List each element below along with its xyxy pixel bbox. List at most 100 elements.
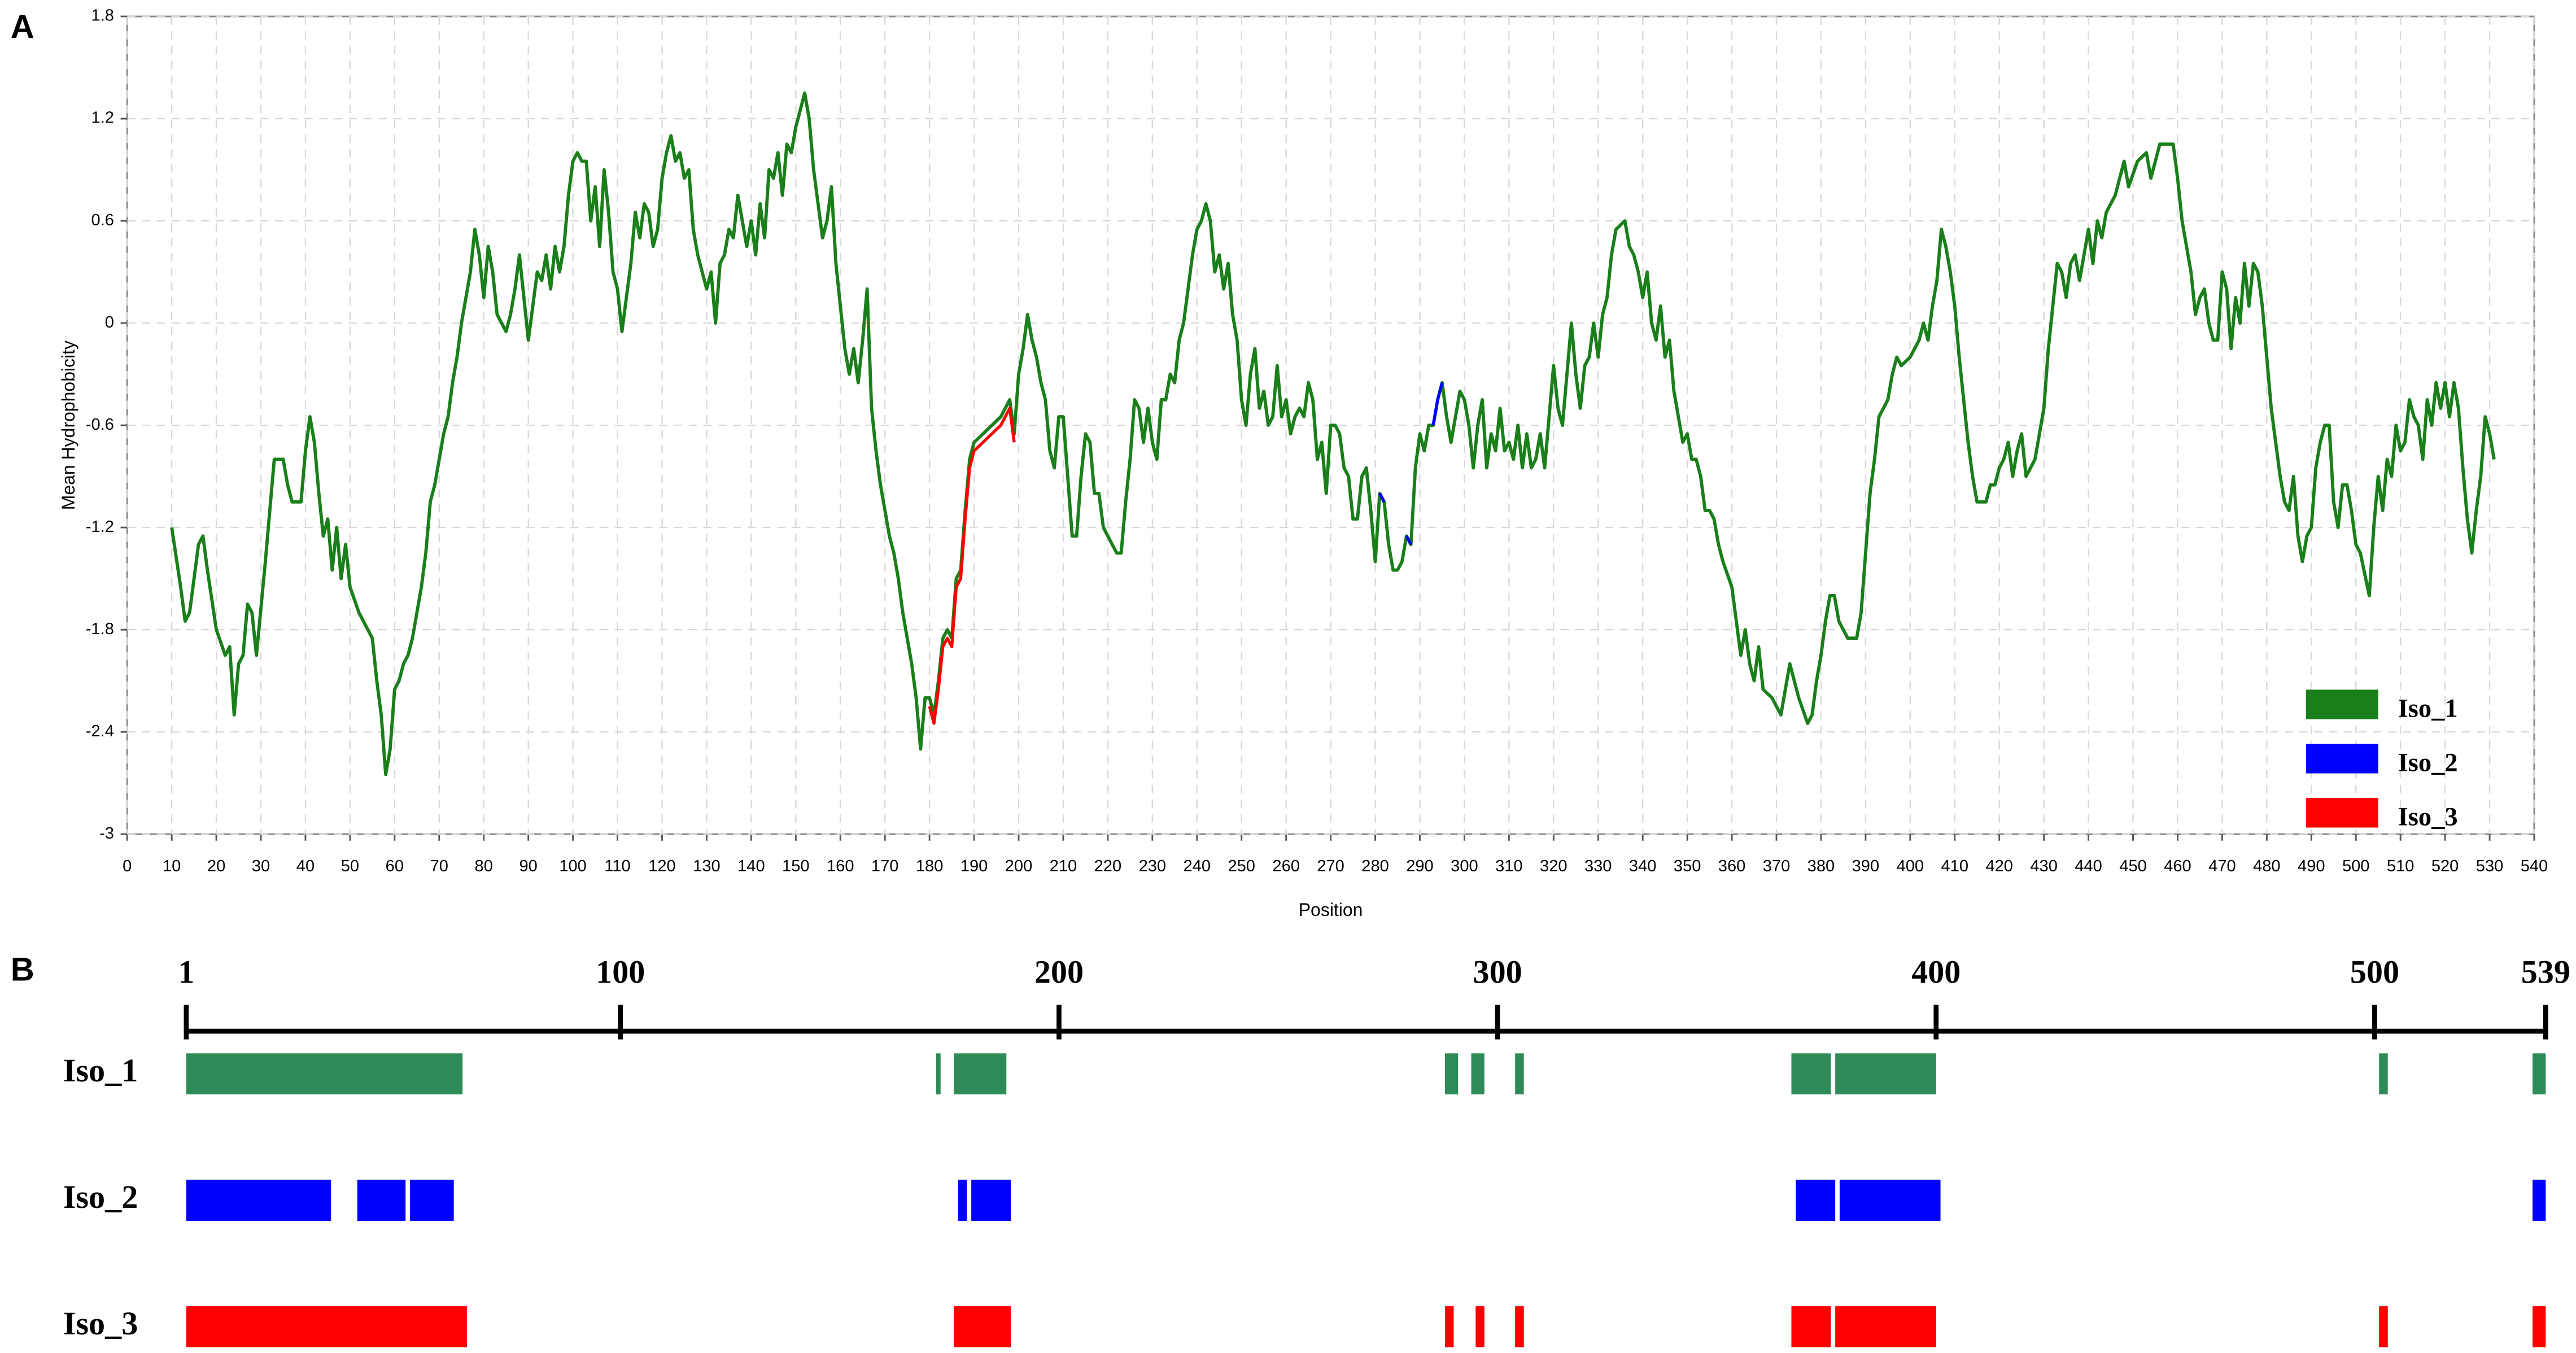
y-axis-label: Mean Hydrophobicity: [58, 341, 78, 510]
track-label: Iso_3: [63, 1305, 138, 1342]
x-tick-label: 500: [2342, 857, 2369, 875]
segment: [2533, 1053, 2546, 1095]
x-tick-label: 330: [1584, 857, 1612, 875]
x-tick-label: 340: [1629, 857, 1657, 875]
x-tick-label: 410: [1941, 857, 1969, 875]
legend-label: Iso_1: [2398, 695, 2458, 723]
x-tick-label: 350: [1674, 857, 1701, 875]
x-tick-label: 540: [2521, 857, 2548, 875]
x-tick-label: 180: [916, 857, 943, 875]
panel-label: B: [11, 952, 34, 988]
x-tick-label: 510: [2387, 857, 2415, 875]
x-tick-label: 380: [1807, 857, 1835, 875]
segment: [186, 1053, 463, 1095]
x-tick-label: 110: [604, 857, 630, 875]
y-tick-label: -2.4: [86, 722, 114, 740]
x-tick-label: 20: [207, 857, 225, 875]
legend-swatch: [2306, 744, 2378, 774]
x-tick-label: 60: [386, 857, 404, 875]
x-tick-label: 210: [1050, 857, 1077, 875]
segment: [1444, 1053, 1459, 1095]
x-tick-label: 100: [559, 857, 587, 875]
segment: [954, 1053, 1007, 1095]
y-tick-label: -1.2: [86, 518, 114, 536]
x-tick-label: 90: [519, 857, 538, 875]
x-tick-label: 260: [1272, 857, 1300, 875]
legend-label: Iso_3: [2398, 803, 2458, 832]
segment: [1471, 1053, 1485, 1095]
segment: [1444, 1306, 1454, 1347]
x-tick-label: 450: [2119, 857, 2147, 875]
x-axis-label: Position: [1299, 900, 1363, 920]
x-tick-label: 480: [2253, 857, 2281, 875]
x-tick-label: 310: [1495, 857, 1523, 875]
legend-label: Iso_2: [2398, 749, 2458, 778]
segment: [2533, 1180, 2546, 1221]
segment: [958, 1180, 967, 1221]
x-tick-label: 30: [252, 857, 270, 875]
x-tick-label: 360: [1718, 857, 1746, 875]
scale-tick-label: 100: [596, 954, 645, 990]
x-tick-label: 230: [1139, 857, 1166, 875]
segment: [1791, 1053, 1831, 1095]
legend-swatch: [2306, 798, 2378, 828]
data-line: [1378, 382, 1444, 545]
x-tick-label: 370: [1763, 857, 1791, 875]
y-tick-label: 0: [105, 313, 114, 331]
x-tick-label: 290: [1406, 857, 1434, 875]
segment: [1835, 1306, 1936, 1347]
x-tick-label: 50: [341, 857, 359, 875]
x-tick-label: 390: [1852, 857, 1880, 875]
x-tick-label: 220: [1094, 857, 1121, 875]
x-tick-label: 320: [1540, 857, 1568, 875]
segment: [936, 1053, 941, 1095]
x-tick-label: 300: [1451, 857, 1478, 875]
y-tick-label: 1.8: [91, 7, 114, 25]
data-line: [928, 407, 1016, 725]
x-tick-label: 470: [2208, 857, 2236, 875]
x-tick-label: 140: [737, 857, 765, 875]
x-tick-label: 270: [1317, 857, 1344, 875]
x-tick-label: 70: [430, 857, 448, 875]
x-tick-label: 130: [693, 857, 721, 875]
x-tick-label: 250: [1228, 857, 1255, 875]
scale-tick-label: 200: [1034, 954, 1084, 990]
x-tick-label: 240: [1184, 857, 1211, 875]
segment: [2379, 1306, 2388, 1347]
scale-tick-label: 500: [2350, 954, 2399, 990]
x-tick-label: 80: [475, 857, 493, 875]
x-tick-label: 530: [2476, 857, 2504, 875]
y-tick-label: -0.6: [86, 416, 114, 434]
scale-tick-label: 300: [1473, 954, 1522, 990]
y-tick-label: 0.6: [91, 211, 114, 229]
scale-tick-label: 400: [1911, 954, 1961, 990]
x-tick-label: 120: [648, 857, 676, 875]
x-tick-label: 0: [123, 857, 132, 875]
y-tick-label: -3: [99, 824, 114, 843]
segment: [1475, 1306, 1485, 1347]
x-tick-label: 190: [960, 857, 988, 875]
segment: [2533, 1306, 2546, 1347]
segment: [1515, 1306, 1524, 1347]
segment: [2379, 1053, 2388, 1095]
x-tick-label: 460: [2164, 857, 2191, 875]
track-label: Iso_1: [63, 1052, 138, 1089]
x-tick-label: 170: [871, 857, 898, 875]
y-tick-label: 1.2: [91, 109, 114, 127]
x-tick-label: 520: [2431, 857, 2459, 875]
x-tick-label: 40: [296, 857, 315, 875]
segment: [186, 1180, 331, 1221]
x-tick-label: 430: [2030, 857, 2058, 875]
segment: [971, 1180, 1011, 1221]
segment: [954, 1306, 1011, 1347]
data-line: [170, 91, 2496, 776]
legend-swatch: [2306, 689, 2378, 719]
segment: [1796, 1180, 1836, 1221]
segment: [357, 1180, 406, 1221]
x-tick-label: 150: [782, 857, 810, 875]
y-tick-label: -1.8: [86, 620, 114, 638]
x-tick-label: 440: [2075, 857, 2102, 875]
x-tick-label: 280: [1361, 857, 1389, 875]
scale-tick-label: 1: [178, 954, 194, 990]
